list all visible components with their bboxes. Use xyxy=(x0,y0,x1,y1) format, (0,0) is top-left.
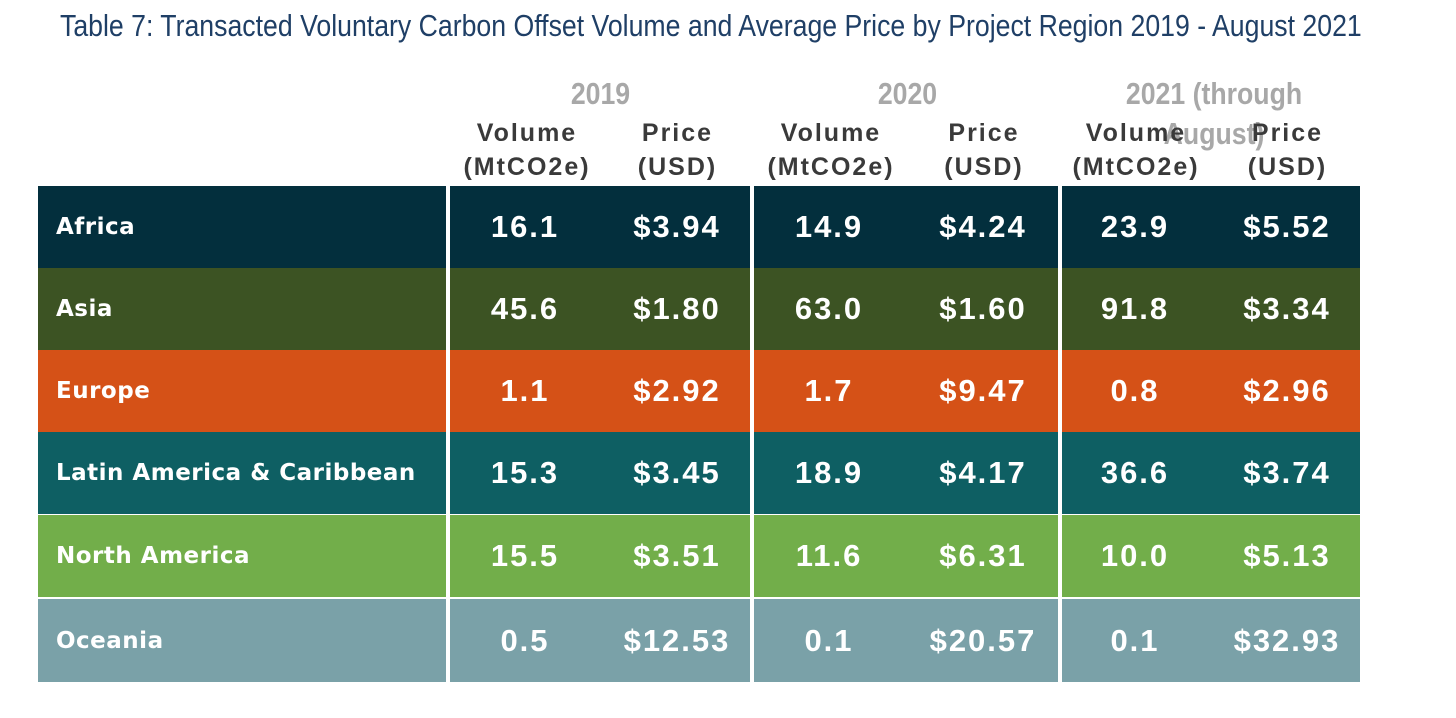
region-label: Latin America & Caribbean xyxy=(56,460,416,486)
volume-2020-cell: 1.7 xyxy=(804,373,854,408)
price-2021-cell: $32.93 xyxy=(1233,622,1341,658)
region-label: Asia xyxy=(56,296,113,322)
price-2021-cell: $3.34 xyxy=(1243,291,1331,326)
price-2020-cell: $4.24 xyxy=(939,209,1027,244)
col-header-volume-2020: Volume (MtCO2e) xyxy=(767,119,895,181)
price-2020-cell: $20.57 xyxy=(929,622,1037,658)
price-2019-cell: $1.80 xyxy=(633,291,721,326)
price-2021-cell: $2.96 xyxy=(1243,373,1331,408)
col-header-price-2021: Price (USD) xyxy=(1247,119,1328,181)
column-divider xyxy=(750,186,754,682)
col-header-volume-2021: Volume (MtCO2e) xyxy=(1072,119,1200,181)
col-header-price-2020: Price (USD) xyxy=(944,119,1024,181)
price-2020-cell: $1.60 xyxy=(939,291,1027,326)
column-divider xyxy=(446,186,450,682)
price-2019-cell: $3.45 xyxy=(633,455,721,490)
volume-2021-cell: 0.1 xyxy=(1110,622,1160,658)
price-2021-cell: $5.52 xyxy=(1243,209,1331,244)
price-2020-cell: $4.17 xyxy=(939,455,1027,490)
volume-2021-cell: 10.0 xyxy=(1100,538,1170,573)
price-2019-cell: $3.51 xyxy=(633,538,721,573)
volume-2019-cell: 1.1 xyxy=(500,373,550,408)
price-2019-cell: $12.53 xyxy=(623,622,731,658)
table-title: Table 7: Transacted Voluntary Carbon Off… xyxy=(60,8,1362,43)
price-2020-cell: $6.31 xyxy=(939,538,1027,573)
year-header-2020: 2020 xyxy=(877,76,937,111)
volume-2019-cell: 45.6 xyxy=(490,291,560,326)
column-divider xyxy=(1058,186,1062,682)
price-2020-cell: $9.47 xyxy=(939,373,1027,408)
table-row-latin-america-caribbean: Latin America & Caribbean 15.3 $3.45 18.… xyxy=(38,432,1360,514)
region-label: Africa xyxy=(56,214,136,240)
table-row-europe: Europe 1.1 $2.92 1.7 $9.47 0.8 $2.96 xyxy=(38,350,1360,432)
volume-2019-cell: 0.5 xyxy=(500,622,550,658)
table-row-africa: Africa 16.1 $3.94 14.9 $4.24 23.9 $5.52 xyxy=(38,186,1360,268)
price-2021-cell: $5.13 xyxy=(1243,538,1331,573)
volume-2019-cell: 16.1 xyxy=(490,209,560,244)
table-row-north-america: North America 15.5 $3.51 11.6 $6.31 10.0… xyxy=(38,515,1360,597)
region-label: North America xyxy=(56,543,251,569)
volume-2019-cell: 15.3 xyxy=(490,455,560,490)
col-header-price-2019: Price (USD) xyxy=(637,119,718,181)
region-label: Europe xyxy=(56,378,151,404)
volume-2020-cell: 63.0 xyxy=(794,291,864,326)
price-2019-cell: $3.94 xyxy=(633,209,721,244)
region-label: Oceania xyxy=(56,627,164,654)
volume-2019-cell: 15.5 xyxy=(490,538,560,573)
price-2021-cell: $3.74 xyxy=(1243,455,1331,490)
table-row-oceania: Oceania 0.5 $12.53 0.1 $20.57 0.1 $32.93 xyxy=(38,599,1360,682)
volume-2020-cell: 0.1 xyxy=(804,622,854,658)
volume-2020-cell: 14.9 xyxy=(794,209,864,244)
volume-2021-cell: 36.6 xyxy=(1100,455,1170,490)
volume-2021-cell: 0.8 xyxy=(1110,373,1160,408)
volume-2020-cell: 11.6 xyxy=(795,538,863,573)
volume-2021-cell: 91.8 xyxy=(1100,291,1170,326)
year-header-2019: 2019 xyxy=(570,76,630,111)
table-row-asia: Asia 45.6 $1.80 63.0 $1.60 91.8 $3.34 xyxy=(38,268,1360,350)
year-header-2021: 2021 (through August) xyxy=(1125,76,1303,151)
volume-2020-cell: 18.9 xyxy=(794,455,864,490)
col-header-volume-2019: Volume (MtCO2e) xyxy=(463,119,591,181)
volume-2021-cell: 23.9 xyxy=(1100,209,1170,244)
price-2019-cell: $2.92 xyxy=(633,373,721,408)
